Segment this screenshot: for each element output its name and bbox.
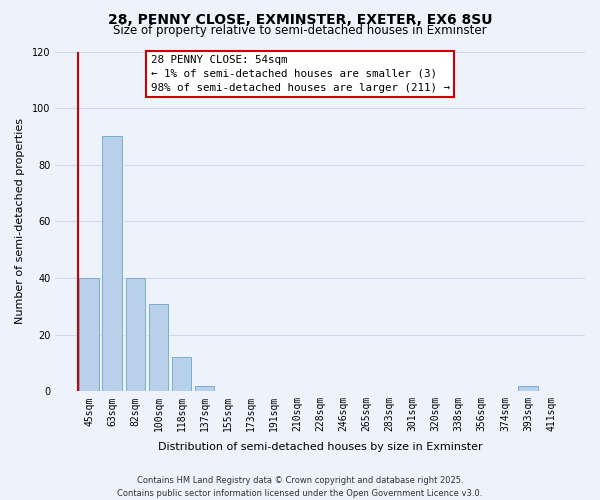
Text: Size of property relative to semi-detached houses in Exminster: Size of property relative to semi-detach…	[113, 24, 487, 37]
Bar	[172, 358, 191, 392]
Bar	[518, 386, 538, 392]
Bar	[149, 304, 169, 392]
Bar	[103, 136, 122, 392]
Bar	[125, 278, 145, 392]
Text: Contains HM Land Registry data © Crown copyright and database right 2025.
Contai: Contains HM Land Registry data © Crown c…	[118, 476, 482, 498]
Bar	[79, 278, 99, 392]
X-axis label: Distribution of semi-detached houses by size in Exminster: Distribution of semi-detached houses by …	[158, 442, 482, 452]
Text: 28, PENNY CLOSE, EXMINSTER, EXETER, EX6 8SU: 28, PENNY CLOSE, EXMINSTER, EXETER, EX6 …	[108, 12, 492, 26]
Bar	[195, 386, 214, 392]
Text: 28 PENNY CLOSE: 54sqm
← 1% of semi-detached houses are smaller (3)
98% of semi-d: 28 PENNY CLOSE: 54sqm ← 1% of semi-detac…	[151, 55, 449, 93]
Y-axis label: Number of semi-detached properties: Number of semi-detached properties	[15, 118, 25, 324]
